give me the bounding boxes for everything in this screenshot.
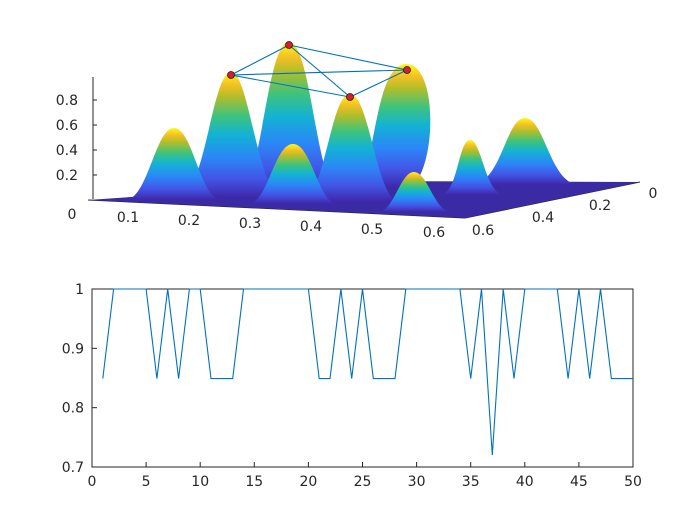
y-tick-label: 0.4 xyxy=(532,210,554,226)
z-tick-label: 0.6 xyxy=(56,118,78,134)
line-series xyxy=(102,288,633,456)
x-tick-label: 45 xyxy=(570,474,588,490)
x-tick-label: 25 xyxy=(354,474,372,490)
peak-edge xyxy=(230,69,408,76)
z-axis-ticks: 0.2 0.4 0.6 0.8 xyxy=(56,93,97,184)
surface-peak xyxy=(178,72,285,198)
peak-edge xyxy=(230,74,351,98)
x-tick-label: 50 xyxy=(624,474,642,490)
plot-frame xyxy=(91,288,634,468)
peak-markers xyxy=(227,41,411,101)
surface-peak xyxy=(300,94,400,202)
peak-marker xyxy=(346,93,354,101)
x-tick-label: 40 xyxy=(516,474,534,490)
y-tick-label: 0.7 xyxy=(62,460,84,476)
x-tick-label: 30 xyxy=(408,474,426,490)
x-tick-label: 0.3 xyxy=(239,216,261,232)
x-tick-label: 20 xyxy=(299,474,317,490)
x-tick-label: 0 xyxy=(68,207,77,223)
surface-peak xyxy=(378,172,452,212)
z-tick-label: 0.4 xyxy=(56,143,78,159)
y-tick-label: 0.6 xyxy=(472,223,494,239)
y-tick-label: 0.2 xyxy=(589,198,611,214)
surface-peak xyxy=(238,42,340,192)
x-tick-label: 10 xyxy=(191,474,209,490)
peak-edge xyxy=(349,69,408,98)
y-tick-label: 0.9 xyxy=(62,341,84,357)
line-plot-ticks: 0 5 10 15 20 25 30 35 40 45 50 0.7 0.8 0.9 1 xyxy=(62,282,642,490)
y-tick-label: 0.8 xyxy=(62,401,84,417)
surface-peak xyxy=(470,118,580,185)
y-axis-ticks: 0 0.2 0.4 0.6 xyxy=(472,186,658,239)
z-tick-label: 0.2 xyxy=(56,168,78,184)
y-tick-label: 0 xyxy=(649,186,658,202)
peak-edge xyxy=(288,44,351,98)
x-tick-label: 0.4 xyxy=(300,219,322,235)
y-tick-label: 1 xyxy=(75,282,84,298)
peak-edge xyxy=(288,44,408,71)
x-tick-label: 0.2 xyxy=(178,213,200,229)
peak-marker xyxy=(403,66,411,74)
x-tick-label: 15 xyxy=(245,474,263,490)
surface-peak xyxy=(125,128,222,200)
x-tick-label: 0 xyxy=(88,474,97,490)
peak-marker xyxy=(285,41,293,49)
surface-peak xyxy=(440,140,505,195)
x-tick-label: 0.1 xyxy=(117,210,139,226)
surface-peak xyxy=(248,144,338,204)
peak-marker xyxy=(227,71,235,79)
x-tick-label: 5 xyxy=(142,474,151,490)
surface-plot: 0.2 0.4 0.6 0.8 0 0.1 0.2 0.3 0.4 0.5 0.… xyxy=(56,41,658,241)
x-tick-label: 0.5 xyxy=(361,222,383,238)
x-tick-label: 35 xyxy=(462,474,480,490)
z-tick-label: 0.8 xyxy=(56,93,78,109)
peak-connections xyxy=(230,44,408,98)
peak-edge xyxy=(230,44,290,76)
x-axis-ticks: 0 0.1 0.2 0.3 0.4 0.5 0.6 xyxy=(68,207,446,241)
line-plot: 0 5 10 15 20 25 30 35 40 45 50 0.7 0.8 0.9 1 xyxy=(62,282,642,490)
x-tick-label: 0.6 xyxy=(423,225,445,241)
